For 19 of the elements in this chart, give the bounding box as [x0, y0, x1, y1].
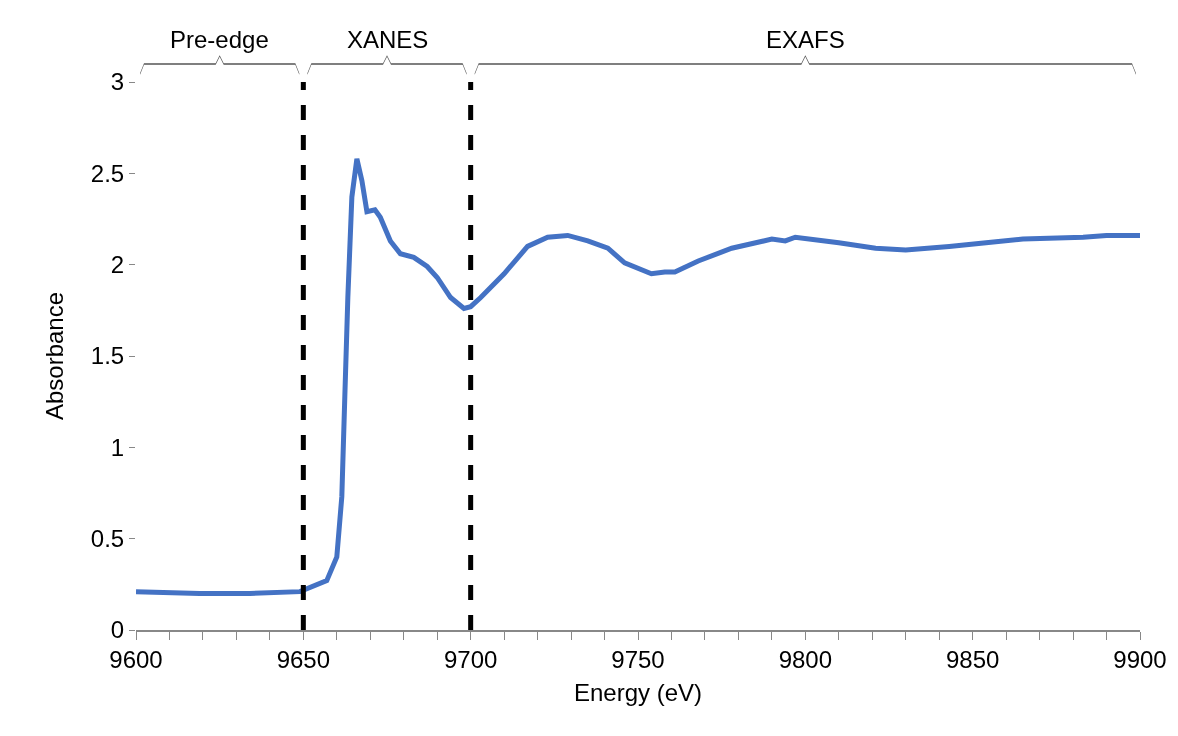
- y-tick-label: 0: [110, 616, 125, 644]
- y-tick-label: 2: [110, 251, 125, 279]
- x-tick-label: 9650: [276, 646, 331, 674]
- x-axis-title: Energy (eV): [573, 679, 703, 707]
- x-tick-label: 9850: [945, 646, 1000, 674]
- x-tick-label: 9900: [1113, 646, 1167, 674]
- text: XANES: [347, 26, 429, 53]
- y-tick-label: 3: [110, 68, 125, 96]
- x-tick-label: 9750: [611, 646, 665, 674]
- y-tick-label: 1: [110, 433, 125, 461]
- x-tick-label: 9800: [778, 646, 833, 674]
- x-tick-label: 9700: [443, 646, 498, 674]
- text: Pre-edge: [170, 26, 269, 53]
- y-tick-label: 1.5: [90, 342, 125, 370]
- text: EXAFS: [766, 26, 845, 53]
- y-axis-title: Absorbance: [40, 291, 68, 421]
- y-tick-label: 2.5: [90, 159, 125, 187]
- y-tick-label: 0.5: [90, 525, 125, 553]
- x-tick-label: 9600: [109, 646, 163, 674]
